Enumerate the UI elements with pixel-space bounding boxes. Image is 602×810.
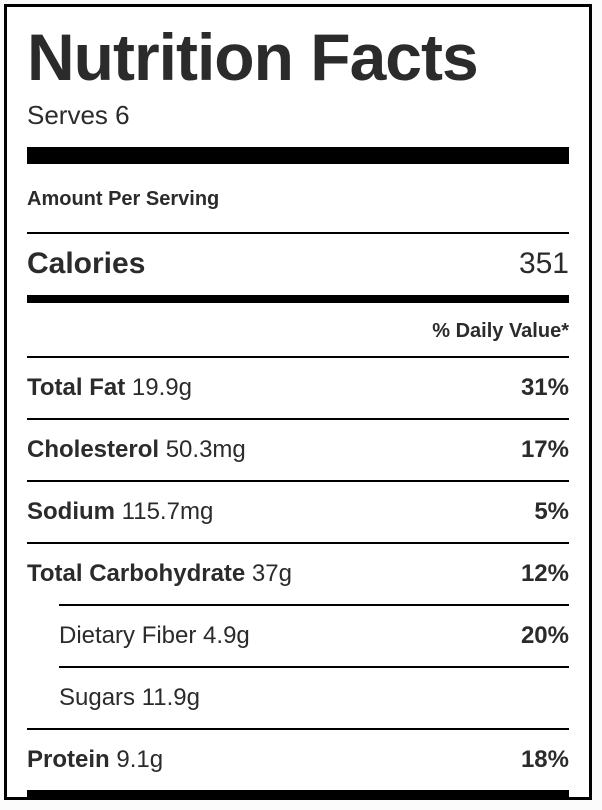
nutrient-text: Dietary Fiber 4.9g <box>59 622 250 650</box>
nutrient-name: Total Carbohydrate <box>27 559 246 587</box>
nutrient-name: Protein <box>27 745 110 773</box>
nutrient-amount: 9.1g <box>116 745 164 773</box>
page-title: Nutrition Facts <box>27 20 479 94</box>
nutrient-name: Dietary Fiber <box>59 621 197 649</box>
nutrient-text: Protein 9.1g <box>27 746 163 774</box>
nutrient-amount: 50.3mg <box>165 435 246 463</box>
nutrient-name: Cholesterol <box>27 435 160 463</box>
nutrient-text: Cholesterol 50.3mg <box>27 436 246 464</box>
nutrient-daily-value: 18% <box>520 745 569 773</box>
divider-medium <box>27 294 569 303</box>
calories-label: Calories <box>27 247 146 281</box>
nutrient-row-cholesterol: Cholesterol 50.3mg 17% <box>27 417 569 480</box>
nutrient-text: Sodium 115.7mg <box>27 498 213 526</box>
nutrient-text: Total Carbohydrate 37g <box>27 560 292 588</box>
nutrient-row-sugars: Sugars 11.9g <box>59 665 569 728</box>
nutrient-amount: 19.9g <box>131 373 192 401</box>
calories-value: 351 <box>518 247 569 281</box>
divider-thick-bottom <box>27 789 569 800</box>
nutrition-facts-label: Nutrition Facts Serves 6 Amount Per Serv… <box>4 4 592 800</box>
nutrient-amount: 4.9g <box>203 621 250 649</box>
nutrient-name: Sodium <box>27 497 115 525</box>
amount-per-serving-heading: Amount Per Serving <box>27 187 220 210</box>
nutrient-row-protein: Protein 9.1g 18% <box>27 727 569 790</box>
nutrient-row-dietary-fiber: Dietary Fiber 4.9g 20% <box>59 603 569 666</box>
nutrient-row-total-carbohydrate: Total Carbohydrate 37g 12% <box>27 541 569 604</box>
nutrient-name: Total Fat <box>27 373 126 401</box>
calories-row: Calories 351 <box>27 231 569 295</box>
divider-thick-top <box>27 146 569 164</box>
serving-count: Serves 6 <box>27 100 130 130</box>
nutrient-daily-value: 5% <box>534 497 569 525</box>
nutrient-amount: 37g <box>251 559 292 587</box>
nutrient-text: Sugars 11.9g <box>59 684 200 712</box>
nutrient-daily-value: 12% <box>520 559 569 587</box>
nutrient-row-sodium: Sodium 115.7mg 5% <box>27 479 569 542</box>
nutrient-text: Total Fat 19.9g <box>27 374 192 402</box>
nutrient-name: Sugars <box>59 683 136 711</box>
nutrient-amount: 115.7mg <box>121 497 214 525</box>
nutrient-daily-value: 17% <box>520 435 569 463</box>
nutrient-row-total-fat: Total Fat 19.9g 31% <box>27 355 569 418</box>
nutrient-amount: 11.9g <box>141 683 200 711</box>
nutrient-daily-value: 31% <box>520 373 569 401</box>
nutrient-daily-value: 20% <box>520 621 569 649</box>
daily-value-header: % Daily Value* <box>432 319 569 342</box>
